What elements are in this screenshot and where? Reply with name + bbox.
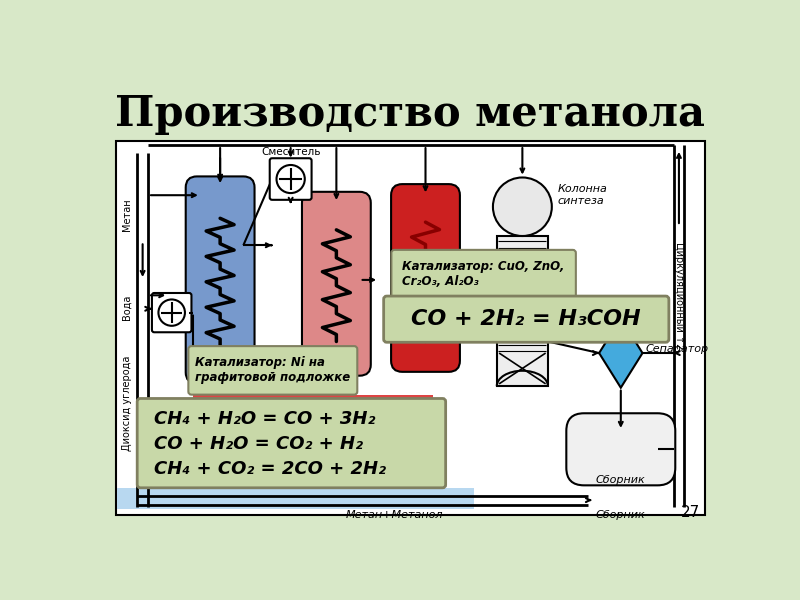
Text: CO + H₂O = CO₂ + H₂: CO + H₂O = CO₂ + H₂: [154, 435, 363, 453]
Bar: [117, 488, 474, 509]
FancyBboxPatch shape: [391, 184, 460, 372]
Circle shape: [277, 165, 305, 193]
Text: Метан: Метан: [122, 198, 132, 231]
Text: Колонна
синтеза: Колонна синтеза: [558, 184, 607, 206]
Circle shape: [493, 178, 552, 236]
Text: Сборник: Сборник: [596, 510, 646, 520]
FancyBboxPatch shape: [391, 250, 576, 298]
FancyBboxPatch shape: [566, 413, 675, 485]
Text: CH₄ + H₂O = CO + 3H₂: CH₄ + H₂O = CO + 3H₂: [154, 409, 376, 427]
Text: CO + 2H₂ = H₃COH: CO + 2H₂ = H₃COH: [411, 309, 641, 329]
Text: 27: 27: [682, 505, 701, 520]
FancyBboxPatch shape: [138, 398, 446, 488]
FancyBboxPatch shape: [188, 346, 358, 395]
Text: Катализатор: CuO, ZnO,
Cr₂O₃, Al₂O₃: Катализатор: CuO, ZnO, Cr₂O₃, Al₂O₃: [402, 260, 565, 288]
FancyBboxPatch shape: [186, 176, 254, 383]
Bar: [115, 141, 705, 515]
Text: Диоксид углерода: Диоксид углерода: [122, 355, 132, 451]
FancyBboxPatch shape: [152, 293, 191, 332]
FancyBboxPatch shape: [384, 296, 669, 342]
Text: Метан+Метанол: Метан+Метанол: [346, 510, 443, 520]
FancyBboxPatch shape: [270, 158, 311, 200]
Text: Производство метанола: Производство метанола: [115, 94, 705, 136]
Text: Смеситель: Смеситель: [261, 146, 320, 157]
Text: Вода: Вода: [122, 294, 132, 320]
FancyBboxPatch shape: [302, 192, 370, 376]
Text: Циркуляционный ↑2: Циркуляционный ↑2: [674, 242, 684, 349]
Circle shape: [158, 299, 185, 326]
Bar: [193, 395, 434, 409]
Text: Сепаратор: Сепаратор: [646, 344, 709, 354]
Text: CH₄ + CO₂ = 2CO + 2H₂: CH₄ + CO₂ = 2CO + 2H₂: [154, 460, 386, 478]
Bar: [497, 236, 548, 386]
Text: Сборник: Сборник: [596, 475, 646, 485]
Text: Катализатор: Ni на
графитовой подложке: Катализатор: Ni на графитовой подложке: [195, 356, 350, 385]
Polygon shape: [599, 319, 642, 388]
